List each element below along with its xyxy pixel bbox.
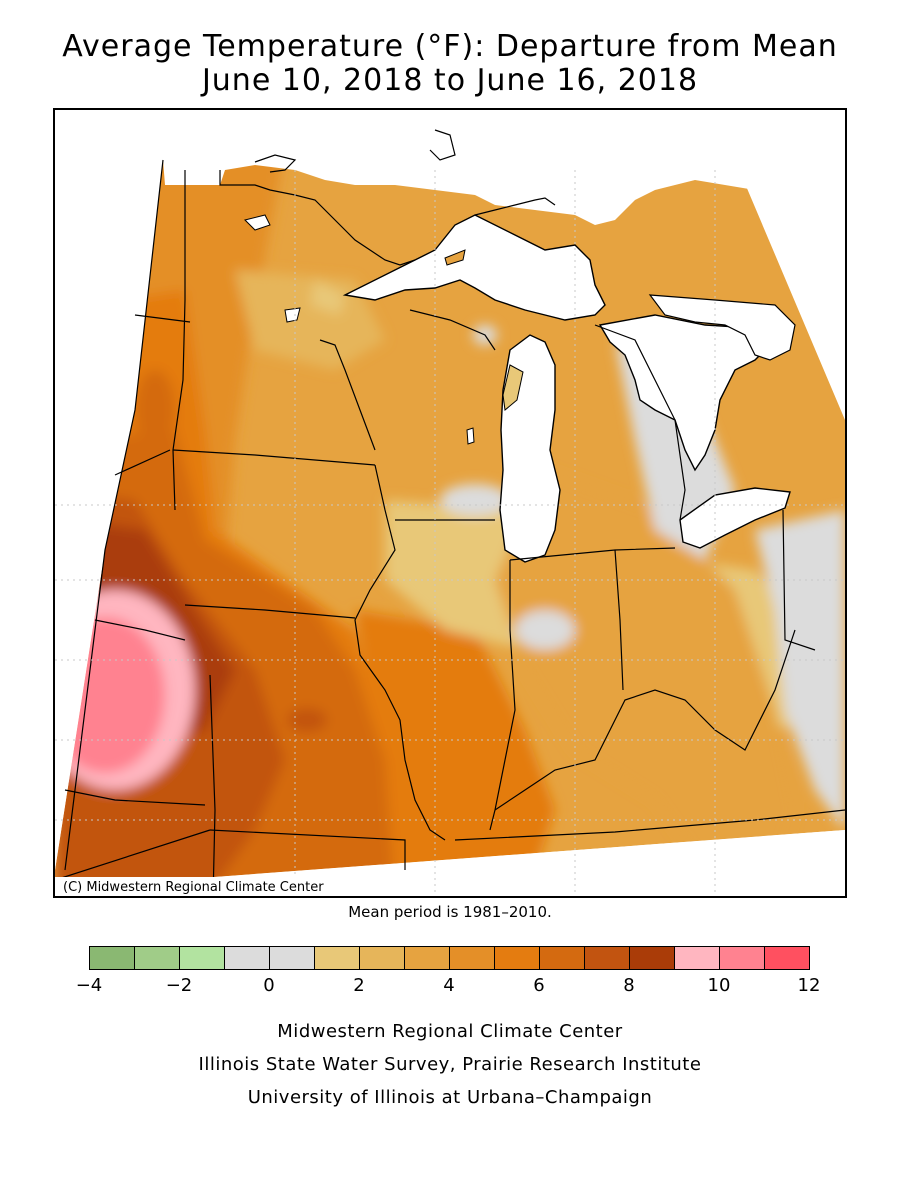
- state-boundaries: [55, 170, 845, 896]
- map-date-range: June 10, 2018 to June 16, 2018: [201, 63, 699, 98]
- legend-swatch: [585, 947, 630, 969]
- legend-tick-label: 2: [353, 975, 365, 996]
- footer-university: University of Illinois at Urbana–Champai…: [247, 1087, 653, 1108]
- copyright-label: (C) Midwestern Regional Climate Center: [55, 877, 330, 896]
- legend-tick-label: 0: [263, 975, 275, 996]
- grid-lines: [55, 170, 845, 896]
- temperature-departure-map: (C) Midwestern Regional Climate Center: [53, 108, 847, 898]
- legend-tick-label: 4: [443, 975, 455, 996]
- legend-tick-label: 10: [707, 975, 731, 996]
- legend-swatch: [405, 947, 450, 969]
- legend-swatch: [135, 947, 180, 969]
- footer-survey: Illinois State Water Survey, Prairie Res…: [198, 1054, 702, 1075]
- legend-swatch: [675, 947, 720, 969]
- legend-swatch: [225, 947, 270, 969]
- coastline: [219, 129, 556, 266]
- legend-swatch: [360, 947, 405, 969]
- legend-swatch: [270, 947, 315, 969]
- legend-tick-label: −4: [75, 975, 103, 996]
- map-canvas: [55, 110, 845, 896]
- legend-swatch: [720, 947, 765, 969]
- legend-swatch: [630, 947, 675, 969]
- mean-period-note: Mean period is 1981–2010.: [348, 903, 552, 921]
- legend-swatch: [450, 947, 495, 969]
- legend-swatch: [315, 947, 360, 969]
- legend-swatch: [495, 947, 540, 969]
- legend-swatch: [180, 947, 225, 969]
- legend-swatch: [540, 947, 585, 969]
- color-legend: [89, 946, 810, 970]
- map-title: Average Temperature (°F): Departure from…: [62, 29, 838, 64]
- footer-org: Midwestern Regional Climate Center: [277, 1021, 623, 1042]
- legend-tick-label: 8: [623, 975, 635, 996]
- legend-tick-label: 12: [797, 975, 821, 996]
- legend-swatch: [90, 947, 135, 969]
- legend-tick-label: 6: [533, 975, 545, 996]
- legend-tick-label: −2: [165, 975, 193, 996]
- legend-swatch: [765, 947, 809, 969]
